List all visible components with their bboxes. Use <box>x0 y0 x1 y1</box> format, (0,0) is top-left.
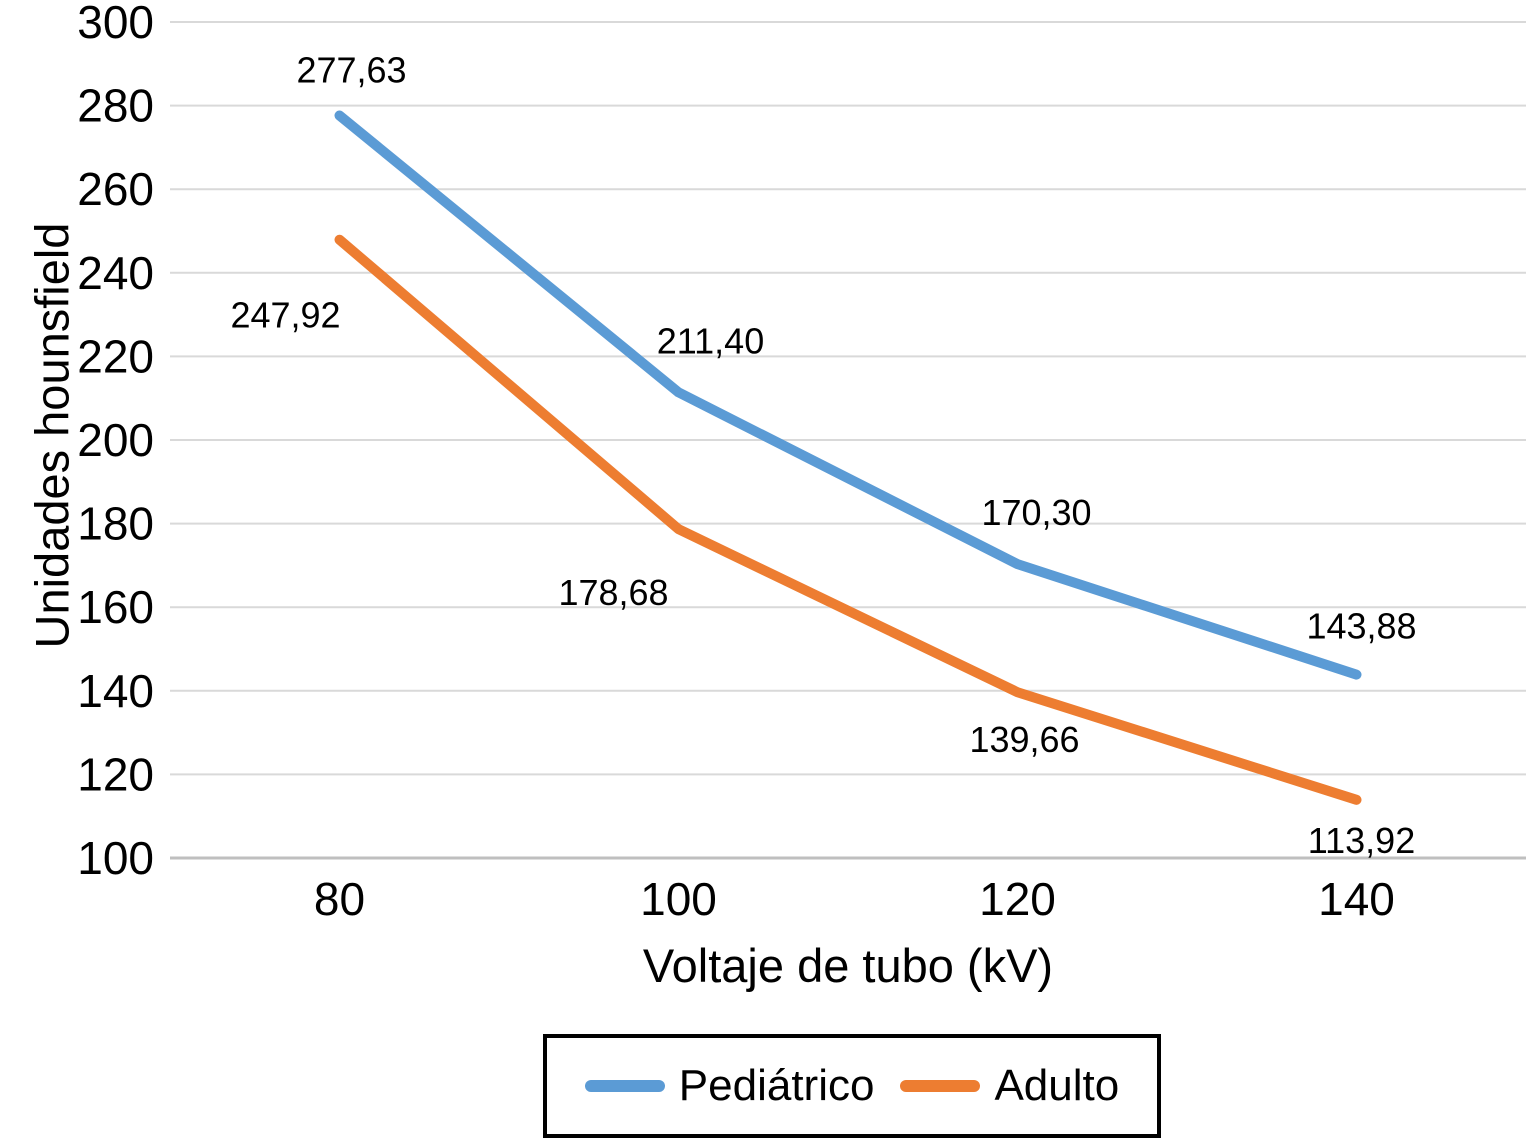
legend-item-pediatrico: Pediátrico <box>584 1061 875 1111</box>
legend-label-pediatrico: Pediátrico <box>678 1061 875 1110</box>
y-tick-label: 260 <box>77 163 154 215</box>
pediatrico-line-swatch-icon <box>584 1080 665 1092</box>
y-axis-title: Unidades hounsfield <box>25 222 79 649</box>
y-tick-label: 200 <box>77 414 154 466</box>
data-label: 247,92 <box>230 295 340 336</box>
x-tick-label: 140 <box>1318 873 1395 925</box>
legend-label-adulto: Adulto <box>994 1061 1120 1110</box>
y-tick-label: 160 <box>77 581 154 633</box>
data-label: 143,88 <box>1306 606 1416 647</box>
data-label: 277,63 <box>296 50 406 91</box>
y-tick-label: 180 <box>77 498 154 550</box>
data-label: 170,30 <box>981 492 1091 533</box>
x-tick-label: 120 <box>979 873 1056 925</box>
series-line-adulto <box>334 234 1362 805</box>
legend: Pediátrico Adulto <box>543 1034 1161 1138</box>
series-line-pediátrico <box>334 110 1362 680</box>
data-label: 139,66 <box>969 719 1079 760</box>
y-tick-label: 300 <box>77 0 154 48</box>
adulto-line-swatch-icon <box>900 1080 981 1092</box>
y-tick-label: 280 <box>77 80 154 132</box>
y-tick-label: 220 <box>77 330 154 382</box>
legend-item-adulto: Adulto <box>900 1061 1119 1111</box>
x-axis-title: Voltaje de tubo (kV) <box>642 939 1054 992</box>
y-tick-label: 140 <box>77 665 154 717</box>
y-tick-label: 120 <box>77 748 154 800</box>
y-tick-label: 100 <box>77 832 154 884</box>
x-tick-label: 100 <box>640 873 717 925</box>
y-tick-label: 240 <box>77 247 154 299</box>
data-label: 113,92 <box>1308 820 1415 861</box>
x-tick-label: 80 <box>314 873 365 925</box>
data-label: 211,40 <box>657 320 764 361</box>
data-label: 178,68 <box>558 572 668 613</box>
